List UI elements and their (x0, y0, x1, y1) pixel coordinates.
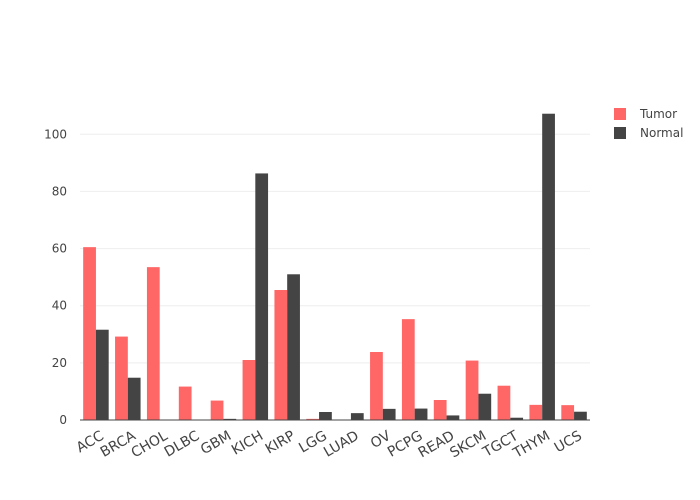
bar-tumor-lgg (306, 418, 320, 420)
bars-layer (83, 113, 587, 420)
bar-tumor-ov (370, 352, 383, 420)
bar-tumor-gbm (210, 400, 224, 420)
bar-normal-tgct (510, 417, 524, 420)
y-tick-label: 60 (52, 242, 67, 256)
bar-tumor-ucs (561, 405, 575, 420)
legend-swatch-normal[interactable] (614, 127, 626, 139)
x-tick-label: KICH (229, 428, 266, 459)
bar-tumor-kirp (274, 290, 288, 420)
bar-normal-gbm (223, 418, 237, 420)
x-tick-label: LUAD (321, 428, 362, 461)
bar-normal-kirp (287, 274, 300, 420)
y-axis: 0 20 40 60 80 100 (44, 127, 67, 427)
grid-layer (80, 133, 590, 364)
legend-label-normal[interactable]: Normal (640, 126, 683, 140)
bar-normal-lgg (319, 412, 332, 420)
y-tick-label: 0 (59, 413, 67, 427)
x-tick-label: KIRP (263, 428, 298, 458)
bar-normal-skcm (478, 393, 492, 420)
x-tick-label: DLBC (162, 428, 203, 461)
bar-tumor-read (433, 400, 447, 420)
y-tick-label: 80 (52, 184, 67, 198)
bar-normal-luad (350, 413, 364, 420)
x-tick-label: UCS (552, 428, 585, 456)
bar-normal-thym (542, 113, 555, 420)
x-tick-label: GBM (198, 428, 234, 458)
legend-swatch-tumor[interactable] (614, 108, 626, 120)
bar-normal-acc (95, 329, 109, 420)
bar-tumor-chol (146, 267, 160, 420)
legend: Tumor Normal (614, 107, 683, 140)
bar-normal-pcpg (414, 408, 428, 420)
x-tick-label: THYM (510, 428, 553, 462)
bar-tumor-kich (242, 360, 256, 420)
bar-tumor-pcpg (401, 319, 415, 420)
bar-tumor-acc (83, 247, 96, 420)
bar-tumor-brca (115, 336, 128, 420)
bar-normal-ucs (574, 411, 587, 420)
legend-label-tumor[interactable]: Tumor (639, 107, 677, 121)
bar-normal-ov (382, 408, 396, 420)
bar-normal-kich (255, 173, 269, 420)
bar-tumor-skcm (465, 360, 479, 420)
bar-normal-brca (127, 377, 141, 420)
bar-tumor-tgct (497, 385, 511, 420)
y-tick-label: 20 (52, 356, 67, 370)
y-tick-label: 100 (44, 127, 67, 141)
bar-normal-read (446, 415, 460, 420)
bar-tumor-thym (529, 404, 543, 420)
bar-tumor-dlbc (178, 386, 192, 420)
y-tick-label: 40 (52, 299, 67, 313)
